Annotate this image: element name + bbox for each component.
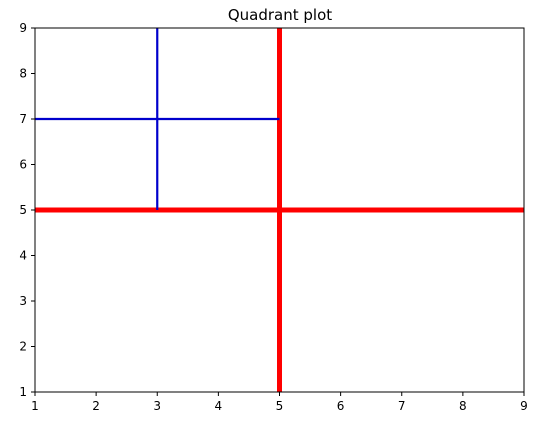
chart-title: Quadrant plot: [228, 6, 332, 24]
y-tick-label: 2: [19, 340, 27, 354]
x-tick-label: 8: [459, 399, 467, 413]
x-tick-label: 7: [398, 399, 406, 413]
x-axis: 1 2 3 4 5 6 7 8 9: [31, 392, 528, 413]
y-axis: 1 2 3 4 5 6 7 8 9: [19, 21, 35, 399]
x-tick-label: 3: [153, 399, 161, 413]
x-tick-label: 2: [92, 399, 100, 413]
y-tick-label: 5: [19, 203, 27, 217]
y-tick-label: 9: [19, 21, 27, 35]
y-tick-label: 8: [19, 67, 27, 81]
y-tick-label: 4: [19, 249, 27, 263]
y-tick-label: 3: [19, 294, 27, 308]
y-tick-label: 7: [19, 112, 27, 126]
y-tick-label: 6: [19, 158, 27, 172]
y-tick-label: 1: [19, 385, 27, 399]
x-tick-label: 1: [31, 399, 39, 413]
x-tick-label: 9: [520, 399, 528, 413]
x-tick-label: 4: [215, 399, 223, 413]
x-tick-label: 6: [337, 399, 345, 413]
x-tick-label: 5: [276, 399, 284, 413]
series-layer: [35, 28, 524, 392]
